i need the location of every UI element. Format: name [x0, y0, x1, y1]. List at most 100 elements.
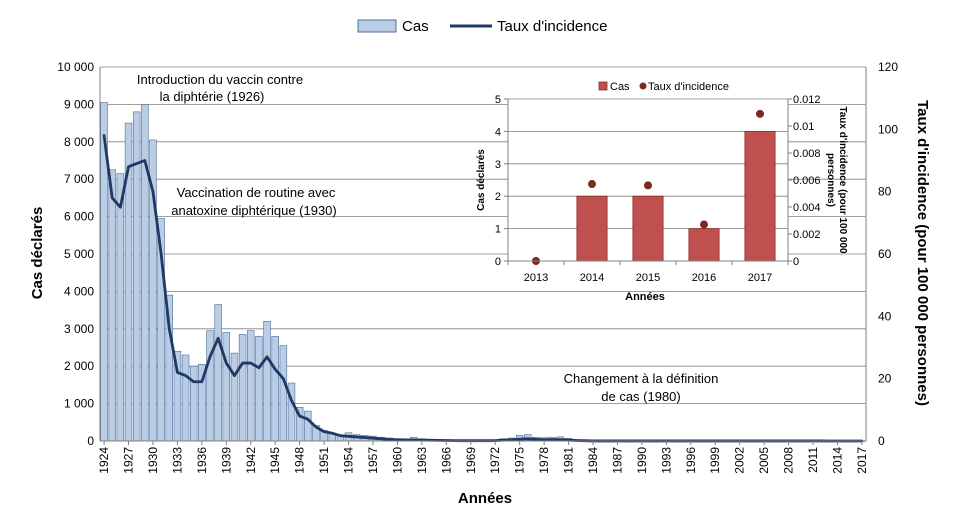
- inset-x-axis-title: Années: [625, 291, 665, 303]
- inset-y2-tick-label: 0.002: [793, 229, 821, 241]
- main-x-tick-label: 1945: [268, 447, 282, 474]
- inset-y-tick-label: 4: [495, 126, 501, 138]
- inset-y-tick-label: 3: [495, 159, 501, 171]
- main-legend: Cas Taux d'incidence: [357, 18, 607, 35]
- main-y-tick-label: 3 000: [64, 322, 94, 336]
- inset-x-tick-label: 2017: [748, 272, 772, 284]
- inset-incidence-point: [756, 109, 764, 118]
- main-x-tick-label: 1999: [708, 447, 722, 474]
- main-bar: [271, 335, 279, 442]
- inset-y-tick-label: 0: [495, 256, 501, 268]
- inset-y-axis-title: Cas déclarés: [476, 149, 487, 211]
- main-x-tick-label: 1978: [537, 447, 551, 474]
- main-bar: [141, 104, 149, 442]
- main-x-tick-label: 2014: [831, 447, 845, 474]
- main-x-tick-label: 1924: [97, 447, 111, 474]
- main-x-tick-label: 1936: [195, 447, 209, 474]
- legend-label-cas: Cas: [402, 18, 429, 35]
- main-y-tick-label: 7 000: [64, 172, 94, 186]
- main-y-axis-title: Cas déclarés: [29, 207, 46, 300]
- main-x-tick-label: 1996: [684, 447, 698, 474]
- main-x-tick-label: 1984: [586, 447, 600, 474]
- main-y2-tick-label: 80: [878, 185, 892, 199]
- main-x-tick-label: 1990: [635, 447, 649, 474]
- main-bar: [230, 352, 239, 442]
- inset-y2-tick-label: 0: [793, 256, 799, 268]
- main-y2-tick-label: 40: [878, 309, 892, 323]
- annotation-line: Introduction du vaccin contre: [137, 72, 303, 87]
- inset-bar: [688, 228, 720, 262]
- inset-x-tick-label: 2015: [636, 272, 660, 284]
- main-axes: 1924 1927 1930 1933 1936 1939 1942 1945 1948 1951…: [97, 67, 869, 474]
- main-x-tick-label: 2005: [757, 447, 771, 474]
- inset-legend-swatch-cas: [598, 81, 608, 91]
- main-y-tick-label: 1 000: [64, 397, 94, 411]
- main-y2-tick-label: 100: [878, 122, 898, 136]
- main-bar: [206, 330, 214, 442]
- inset-legend-label-incidence: Taux d'incidence: [648, 81, 729, 93]
- main-x-axis-title: Années: [458, 490, 512, 507]
- inset-y2-axis-title: Taux d'incidence (pour 100 000: [837, 106, 848, 254]
- main-bar: [214, 304, 222, 442]
- main-x-tick-label: 1981: [562, 447, 576, 474]
- inset-axes: 2013 2014 2015 2016 2017: [507, 99, 789, 284]
- annotation-line: anatoxine diphtérique (1930): [171, 203, 337, 218]
- main-bar: [255, 335, 263, 442]
- inset-y2-tick-label: 0.006: [793, 175, 821, 187]
- annotation-line: Vaccination de routine avec: [177, 185, 336, 200]
- main-x-tick-label: 1972: [488, 447, 502, 474]
- inset-y-tick-label: 2: [495, 191, 501, 203]
- annotation-line: la diphtérie (1926): [160, 89, 265, 104]
- annotation-line: Changement à la définition: [564, 371, 719, 386]
- main-y-tick-label: 9 000: [64, 97, 94, 111]
- main-bar: [247, 330, 255, 442]
- main-x-tick-label: 1948: [293, 447, 307, 474]
- inset-y2-tick-label: 0.01: [793, 121, 814, 133]
- inset-legend-label-cas: Cas: [610, 81, 630, 93]
- inset-incidence-point: [644, 181, 652, 190]
- main-y-tick-label: 5 000: [64, 247, 94, 261]
- inset-x-tick-label: 2016: [692, 272, 716, 284]
- main-bar: [116, 173, 125, 442]
- main-y2-tick-label: 120: [878, 60, 898, 74]
- main-x-tick-label: 1954: [342, 447, 356, 474]
- main-y-tick-label: 4 000: [64, 284, 94, 298]
- inset-y-tick-label: 1: [495, 224, 501, 236]
- inset-y2-axis-title-line2: personnes): [825, 153, 836, 207]
- inset-bar: [576, 195, 608, 262]
- inset-incidence-point: [588, 180, 596, 189]
- legend-label-incidence: Taux d'incidence: [497, 18, 607, 35]
- annotation-vaccine-1926: Introduction du vaccin contre la diphtér…: [137, 72, 303, 104]
- main-x-tick-label: 1939: [219, 447, 233, 474]
- inset-legend-swatch-incidence: [639, 82, 647, 90]
- main-y-tick-label: 8 000: [64, 135, 94, 149]
- inset-incidence-point: [700, 220, 708, 229]
- main-y-tick-label: 2 000: [64, 359, 94, 373]
- main-x-tick-label: 1963: [415, 447, 429, 474]
- inset-bar: [744, 130, 776, 262]
- main-bar: [189, 365, 198, 442]
- annotation-definition-1980: Changement à la définition de cas (1980): [564, 371, 719, 404]
- inset-x-tick-label: 2013: [524, 272, 548, 284]
- main-x-tick-label: 1957: [366, 447, 380, 474]
- main-x-tick-label: 1960: [390, 447, 404, 474]
- main-bar: [263, 321, 271, 442]
- main-x-tick-label: 1966: [439, 447, 453, 474]
- main-x-tick-label: 1930: [146, 447, 160, 474]
- annotation-line: de cas (1980): [601, 389, 681, 404]
- inset-bar-series: [576, 130, 776, 262]
- inset-y2-tick-label: 0.004: [793, 202, 821, 214]
- main-x-tick-label: 2017: [855, 447, 869, 474]
- inset-bar: [632, 195, 664, 262]
- inset-chart: Cas Taux d'incidence 0 1 2 3 4 5 0 0.002 0.004 0.…: [476, 81, 848, 303]
- inset-y2-tick-label: 0.012: [793, 94, 821, 106]
- main-x-tick-label: 1975: [513, 447, 527, 474]
- main-bar: [304, 410, 312, 442]
- main-y-tick-label: 6 000: [64, 210, 94, 224]
- inset-legend: Cas Taux d'incidence: [598, 81, 729, 93]
- main-y2-tick-label: 0: [878, 434, 885, 448]
- main-y2-tick-label: 20: [878, 372, 892, 386]
- main-x-tick-label: 1969: [464, 447, 478, 474]
- main-x-tick-label: 1993: [659, 447, 673, 474]
